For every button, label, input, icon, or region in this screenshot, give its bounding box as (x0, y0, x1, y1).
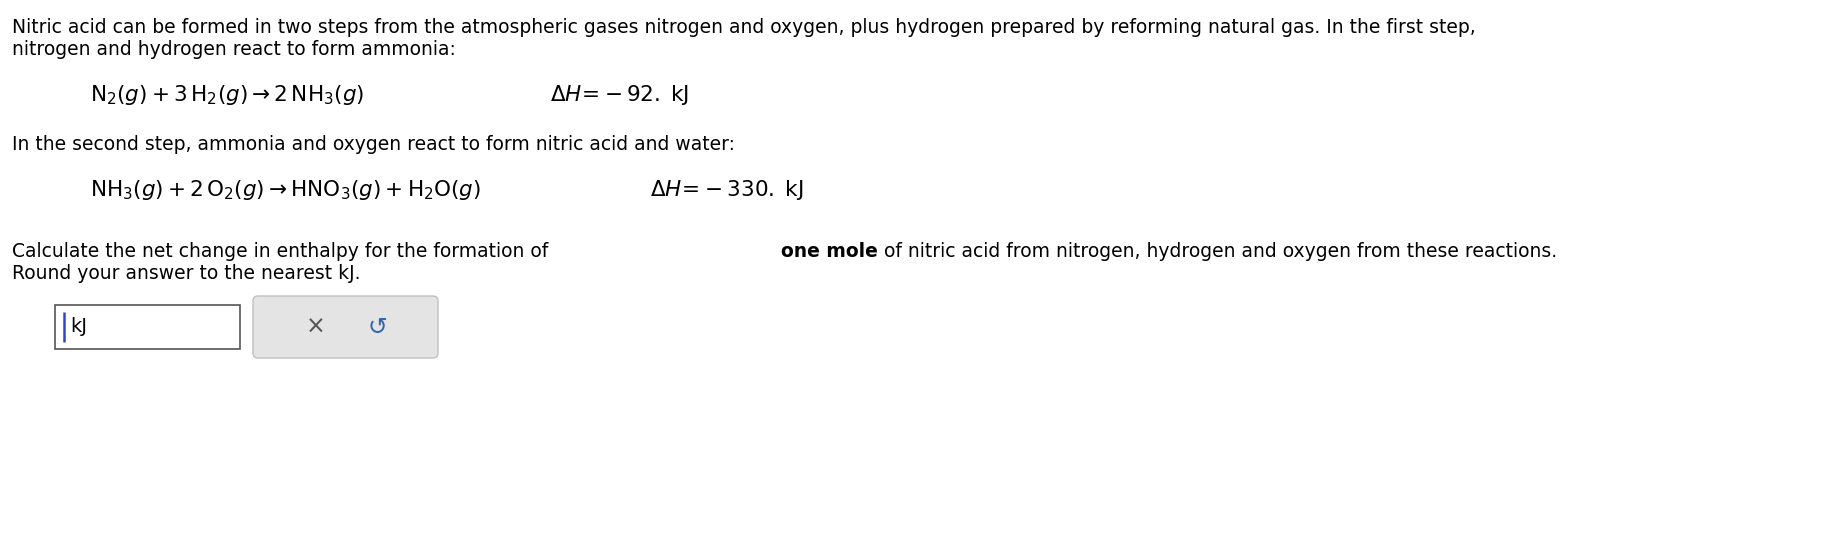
FancyBboxPatch shape (254, 296, 437, 358)
Text: $\mathit{\Delta H}\!=\!-92.\;\mathrm{kJ}$: $\mathit{\Delta H}\!=\!-92.\;\mathrm{kJ}… (550, 83, 689, 107)
Text: Nitric acid can be formed in two steps from the atmospheric gases nitrogen and o: Nitric acid can be formed in two steps f… (13, 18, 1476, 37)
Text: $\mathit{\Delta H}\!=\!-330.\;\mathrm{kJ}$: $\mathit{\Delta H}\!=\!-330.\;\mathrm{kJ… (651, 178, 803, 202)
Text: $\mathrm{NH_3}(\mathit{g}) + 2\,\mathrm{O_2}(\mathit{g}) \rightarrow \mathrm{HNO: $\mathrm{NH_3}(\mathit{g}) + 2\,\mathrm{… (90, 178, 482, 202)
Text: In the second step, ammonia and oxygen react to form nitric acid and water:: In the second step, ammonia and oxygen r… (13, 135, 735, 154)
Text: Calculate the net change in enthalpy for the formation of: Calculate the net change in enthalpy for… (13, 242, 555, 261)
Text: of nitric acid from nitrogen, hydrogen and oxygen from these reactions.: of nitric acid from nitrogen, hydrogen a… (879, 242, 1557, 261)
Text: ↺: ↺ (368, 315, 386, 339)
Text: $\mathrm{N_2}(\mathit{g}) + 3\,\mathrm{H_2}(\mathit{g}) \rightarrow 2\,\mathrm{N: $\mathrm{N_2}(\mathit{g}) + 3\,\mathrm{H… (90, 83, 364, 107)
Text: one mole: one mole (781, 242, 879, 261)
FancyBboxPatch shape (55, 305, 241, 349)
Text: nitrogen and hydrogen react to form ammonia:: nitrogen and hydrogen react to form ammo… (13, 40, 456, 59)
Text: Round your answer to the nearest kJ.: Round your answer to the nearest kJ. (13, 264, 360, 283)
Text: kJ: kJ (70, 317, 86, 336)
Text: ×: × (305, 315, 325, 339)
